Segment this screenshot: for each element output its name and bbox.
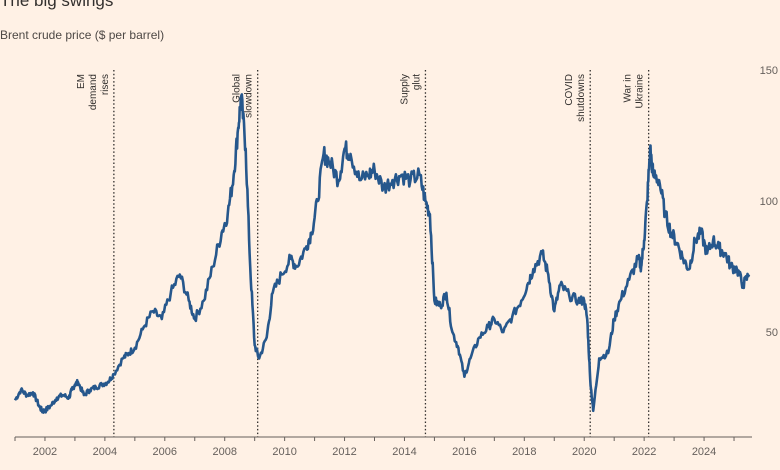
event-label-1-0: Global (232, 74, 243, 103)
x-tick-label-11: 2024 (692, 446, 716, 458)
event-label-3-1: shutdowns (576, 74, 587, 122)
x-tick-label-4: 2010 (272, 446, 296, 458)
x-tick-label-5: 2012 (332, 446, 356, 458)
x-tick-label-6: 2014 (392, 446, 416, 458)
event-label-3-0: COVID (564, 74, 575, 106)
x-tick-label-1: 2004 (93, 446, 117, 458)
event-label-0-0: EM (76, 74, 87, 89)
event-label-2-1: glut (411, 74, 422, 90)
event-label-4-1: Ukraine (635, 74, 646, 109)
chart-subtitle: Brent crude price ($ per barrel) (0, 28, 165, 42)
x-tick-label-3: 2008 (212, 446, 236, 458)
x-tick-label-9: 2020 (572, 446, 596, 458)
y-tick-label-2: 150 (760, 65, 778, 77)
y-tick-label-0: 50 (766, 327, 778, 339)
x-tick-label-8: 2018 (512, 446, 536, 458)
y-axis: 50 100 150 (760, 65, 778, 339)
event-markers: EM demand rises Global slowdown Supply glut COV… (76, 70, 650, 437)
event-label-2-0: Supply (399, 74, 410, 105)
event-label-0-1: demand (88, 74, 99, 110)
price-series (13, 93, 751, 414)
event-label-1-1: slowdown (244, 74, 255, 118)
x-tick-label-0: 2002 (33, 446, 57, 458)
x-tick-label-7: 2016 (452, 446, 476, 458)
chart-title: The big swings (0, 0, 114, 10)
x-tick-label-2: 2006 (153, 446, 177, 458)
event-label-4-0: War in (623, 74, 634, 103)
y-tick-label-1: 100 (760, 196, 778, 208)
brent-price-line (13, 93, 751, 414)
event-label-0-2: rises (100, 74, 111, 95)
x-axis: 2002 2004 2006 2008 2010 2012 2014 2016 2018 2020… (14, 436, 752, 458)
x-tick-label-10: 2022 (632, 446, 656, 458)
